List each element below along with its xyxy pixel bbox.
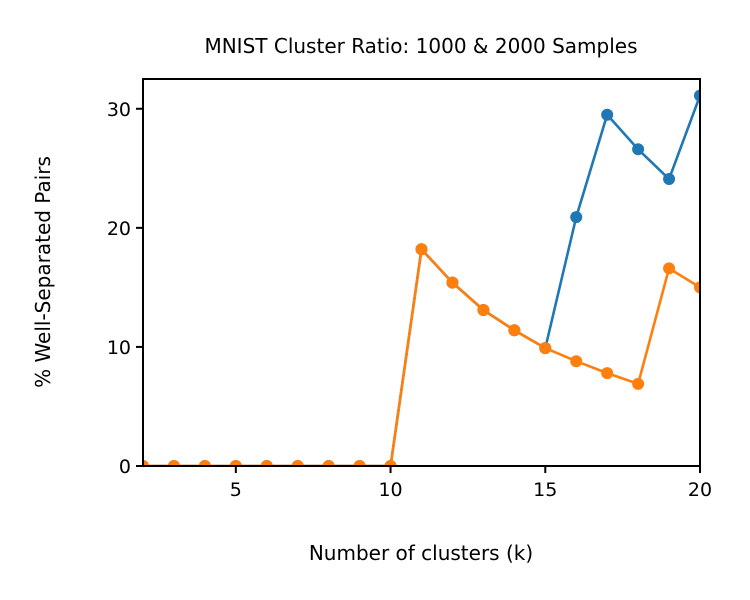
data-point	[601, 108, 614, 121]
data-point	[663, 262, 676, 275]
plot-frame	[142, 78, 701, 467]
series-2	[143, 243, 700, 466]
y-tick-label: 20	[107, 218, 131, 240]
data-point	[632, 377, 645, 390]
y-tick-label: 10	[107, 337, 131, 359]
series-1	[143, 89, 700, 466]
data-point	[198, 460, 211, 466]
data-point	[143, 460, 149, 466]
data-point	[322, 460, 335, 466]
y-axis: 0 10 20 30	[107, 99, 143, 478]
data-point	[663, 173, 676, 186]
data-point	[694, 281, 700, 294]
chart-title: MNIST Cluster Ratio: 1000 & 2000 Samples	[204, 34, 637, 58]
data-point	[694, 89, 700, 102]
data-point	[229, 460, 242, 466]
x-axis: 5 10 15 20	[230, 466, 712, 501]
data-point	[260, 460, 273, 466]
data-point	[508, 324, 521, 337]
x-tick-label: 10	[378, 479, 402, 501]
series-line	[143, 247, 700, 466]
data-point	[632, 143, 645, 156]
data-point	[570, 211, 583, 224]
data-point	[601, 367, 614, 380]
x-axis-label: Number of clusters (k)	[309, 541, 533, 565]
data-point	[291, 460, 304, 466]
y-tick-label: 0	[119, 456, 131, 478]
x-tick-label: 20	[688, 479, 712, 501]
data-point	[415, 243, 428, 256]
x-tick-label: 5	[230, 479, 242, 501]
series-line	[143, 95, 700, 466]
data-point	[167, 460, 180, 466]
y-axis-label: % Well-Separated Pairs	[31, 156, 55, 388]
data-point	[353, 460, 366, 466]
data-point	[446, 276, 459, 289]
data-point	[539, 342, 552, 355]
series-layer	[143, 89, 700, 466]
data-point	[384, 460, 397, 466]
data-point	[570, 355, 583, 368]
data-point	[477, 304, 490, 317]
x-tick-label: 15	[533, 479, 557, 501]
y-tick-label: 30	[107, 99, 131, 121]
